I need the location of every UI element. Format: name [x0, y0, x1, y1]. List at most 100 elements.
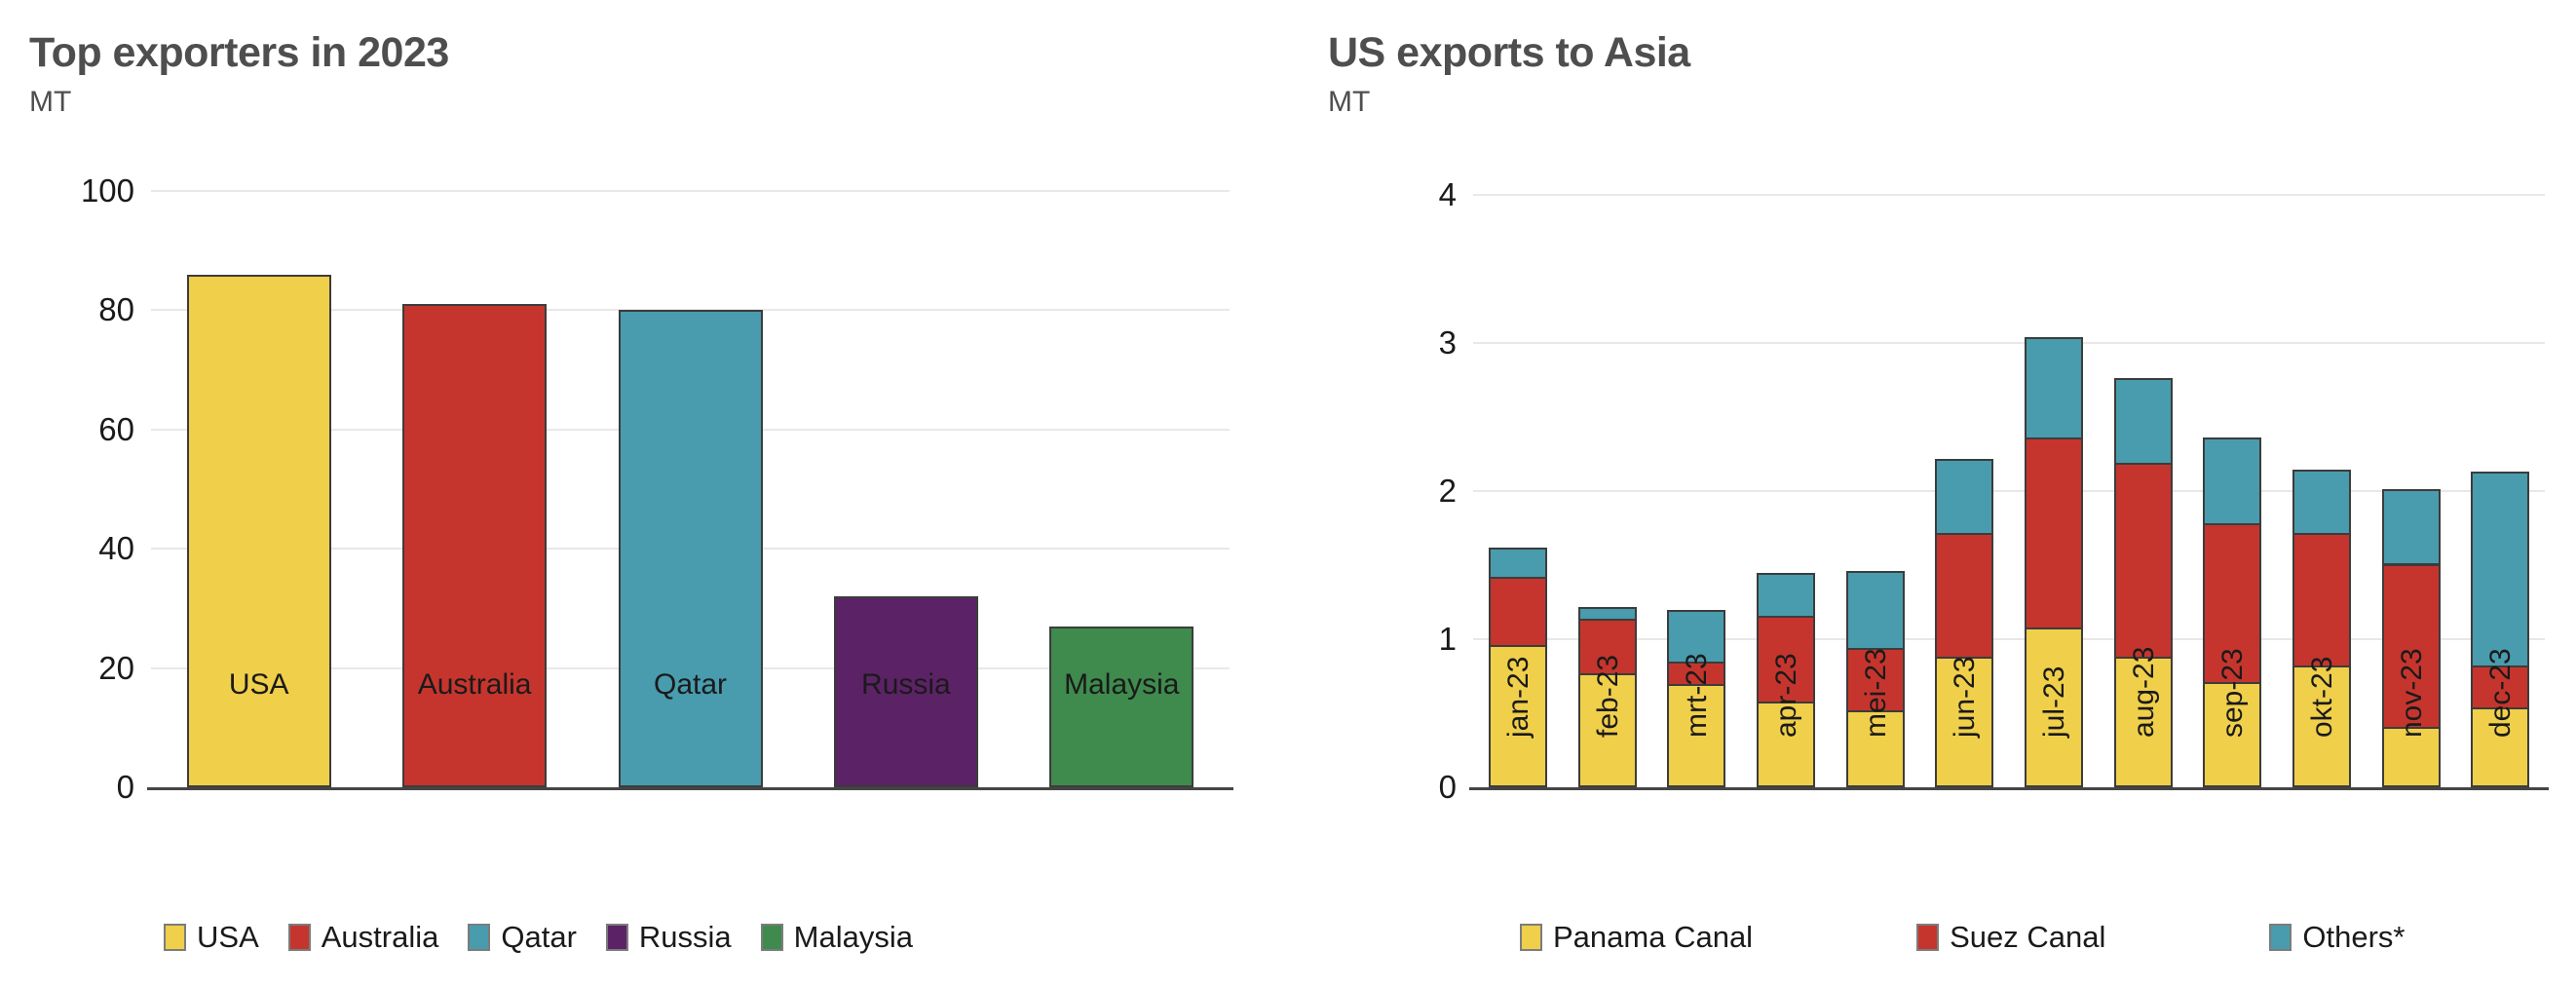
legend-item: Others*	[2269, 920, 2405, 955]
x-axis-tick-label: Russia	[861, 668, 951, 701]
legend-item: Malaysia	[760, 920, 913, 955]
y-axis-tick-label: 100	[80, 172, 134, 209]
legend-item: Russia	[605, 920, 732, 955]
bar-segment	[1935, 459, 1993, 535]
x-axis-tick-label: aug-23	[2127, 646, 2160, 738]
bar-segment	[2382, 727, 2441, 787]
bar-segment	[1935, 657, 1993, 787]
bar-segment	[2025, 337, 2083, 439]
bar	[187, 275, 331, 787]
plot-area	[147, 190, 1233, 790]
bar	[834, 596, 978, 787]
y-axis-tick-label: 40	[98, 530, 134, 567]
bar-segment	[1846, 571, 1905, 650]
chart-us-exports-asia: US exports to Asia MT Panama Canal Suez C…	[1328, 21, 2576, 976]
bar-segment	[2114, 463, 2173, 659]
bar-segment	[2203, 523, 2261, 684]
legend-label: USA	[197, 920, 259, 954]
x-axis-tick-label: jul-23	[2037, 665, 2070, 738]
y-axis-tick-label: 80	[98, 291, 134, 328]
x-axis-tick-label: dec-23	[2484, 648, 2518, 738]
chart-top-exporters: Top exporters in 2023 MT USA Australia Qat…	[29, 21, 1276, 976]
legend-label: Suez Canal	[1950, 920, 2106, 954]
legend-swatch	[760, 924, 783, 951]
bar-segment	[1489, 577, 1547, 647]
legend-label: Others*	[2302, 920, 2406, 954]
legend-item: Qatar	[468, 920, 577, 955]
x-axis-tick-label: feb-23	[1591, 654, 1624, 738]
bar-segment	[2382, 489, 2441, 565]
bar-segment	[1757, 702, 1815, 787]
bar	[619, 310, 763, 787]
bar-segment	[1578, 673, 1637, 787]
legend-swatch	[605, 924, 628, 951]
bar-segment	[2025, 627, 2083, 787]
bar-segment	[2025, 437, 2083, 629]
bar-segment	[1846, 710, 1905, 787]
gridline	[1473, 194, 2545, 196]
legend-swatch	[1916, 924, 1940, 951]
bar-segment	[1578, 607, 1637, 621]
bar-segment	[1757, 616, 1815, 703]
chart-title: Top exporters in 2023	[29, 29, 449, 76]
bar-segment	[2471, 472, 2529, 667]
x-axis-tick-label: Qatar	[653, 668, 728, 701]
legend: Panama Canal Suez Canal Others*	[1520, 920, 2405, 955]
plot-area	[1469, 194, 2549, 790]
legend-label: Qatar	[501, 920, 577, 954]
legend-label: Malaysia	[793, 920, 913, 954]
legend-swatch	[1520, 924, 1542, 951]
x-axis-tick-label: nov-23	[2395, 648, 2428, 738]
gridline	[1473, 638, 2545, 640]
bar-segment	[2114, 657, 2173, 787]
legend-label: Russia	[638, 920, 732, 954]
x-axis-line	[147, 787, 1233, 790]
bar-segment	[1667, 684, 1725, 787]
y-axis-tick-label: 3	[1438, 324, 1457, 361]
x-axis-tick-label: sep-23	[2216, 648, 2250, 738]
bar-segment	[1489, 645, 1547, 787]
x-axis-tick-label: USA	[228, 668, 289, 701]
legend-item: Suez Canal	[1916, 920, 2105, 955]
y-axis-tick-label: 20	[98, 649, 134, 686]
chart-title: US exports to Asia	[1328, 29, 1690, 76]
legend-swatch	[2269, 924, 2292, 951]
y-axis-tick-label: 0	[116, 769, 134, 805]
chart-unit-label: MT	[29, 86, 72, 118]
x-axis-tick-label: jan-23	[1501, 656, 1534, 738]
bar-segment	[1935, 532, 1993, 659]
legend-item: Australia	[287, 920, 438, 955]
x-axis-line	[1469, 787, 2549, 790]
legend-item: Panama Canal	[1520, 920, 1753, 955]
chart-unit-label: MT	[1328, 86, 1371, 118]
bar-segment	[1489, 548, 1547, 579]
bar-segment	[1667, 610, 1725, 664]
legend-swatch	[164, 924, 186, 951]
legend-item: USA	[164, 920, 259, 955]
bar-segment	[2382, 564, 2441, 729]
x-axis-tick-label: mrt-23	[1681, 653, 1714, 738]
x-axis-tick-label: okt-23	[2305, 656, 2338, 738]
y-axis-tick-label: 1	[1438, 621, 1457, 657]
gridline	[1473, 490, 2545, 492]
bar-segment	[2471, 707, 2529, 787]
bar-segment	[1757, 573, 1815, 618]
gridline	[151, 190, 1230, 192]
legend-swatch	[287, 924, 311, 951]
bar-segment	[2114, 378, 2173, 465]
y-axis-tick-label: 4	[1438, 176, 1457, 212]
x-axis-tick-label: mei-23	[1859, 648, 1892, 738]
bar-segment	[1846, 648, 1905, 712]
bar-segment	[1578, 619, 1637, 675]
bar-segment	[2471, 665, 2529, 709]
gridline	[1473, 342, 2545, 344]
x-axis-tick-label: Malaysia	[1064, 668, 1180, 701]
bar-segment	[2292, 532, 2351, 667]
bar-segment	[2292, 470, 2351, 535]
y-axis-tick-label: 0	[1438, 769, 1457, 805]
bar-segment	[2203, 437, 2261, 525]
bar	[402, 304, 547, 787]
x-axis-tick-label: Australia	[417, 668, 532, 701]
bar-segment	[2292, 665, 2351, 787]
